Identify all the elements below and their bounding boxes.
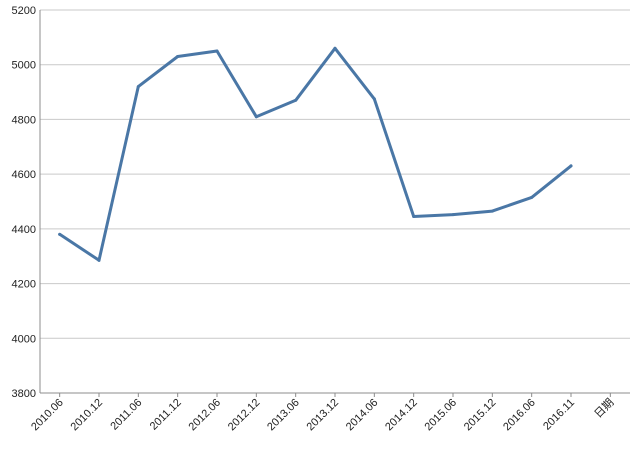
data-point <box>530 195 534 199</box>
data-point <box>215 49 219 53</box>
data-series <box>58 46 573 262</box>
x-tick-label: 2013.12 <box>305 397 342 434</box>
data-point <box>333 46 337 50</box>
data-point <box>97 258 101 262</box>
x-tick-label: 2014.12 <box>383 397 420 434</box>
y-tick-label: 5200 <box>12 5 36 17</box>
x-tick-label: 2013.06 <box>265 397 302 434</box>
series-line <box>58 46 573 262</box>
x-tick-label: 日期 <box>592 396 617 421</box>
data-point <box>490 209 494 213</box>
data-point <box>412 215 416 219</box>
x-tick-label: 2010.12 <box>69 397 106 434</box>
y-tick-label: 3800 <box>12 388 36 400</box>
gridlines <box>40 9 630 339</box>
x-tick-label: 2011.12 <box>148 397 184 433</box>
y-tick-label: 4000 <box>12 333 36 345</box>
x-tick-label: 2016.06 <box>501 397 538 434</box>
y-tick-labels: 3800 4000 4200 4400 4600 4800 5000 5200 <box>12 5 36 400</box>
axes <box>39 10 630 397</box>
x-tick-label: 2015.12 <box>462 397 499 434</box>
x-tick-label: 2012.06 <box>187 397 224 434</box>
data-point <box>372 97 376 101</box>
data-point <box>254 115 258 119</box>
y-tick-label: 4600 <box>12 169 36 181</box>
data-point <box>451 213 455 217</box>
x-tick-labels: 2010.06 2010.12 2011.06 2011.12 2012.06 2012.… <box>29 396 616 433</box>
y-tick-label: 4200 <box>12 279 36 291</box>
y-tick-label: 4800 <box>12 114 36 126</box>
x-tick-label: 2012.12 <box>226 397 263 434</box>
x-tick-label: 2015.06 <box>423 397 460 434</box>
x-tick-label: 2011.06 <box>108 397 144 433</box>
data-point <box>569 164 573 168</box>
y-tick-label: 5000 <box>12 60 36 72</box>
data-point <box>136 85 140 89</box>
x-tick-label: 2010.06 <box>29 397 66 434</box>
y-tick-label: 4400 <box>12 224 36 236</box>
data-point <box>58 232 62 236</box>
x-tick-label: 2014.06 <box>344 397 381 434</box>
data-point <box>294 98 298 102</box>
x-tick-label: 2016.11 <box>541 397 577 433</box>
data-point <box>176 55 180 59</box>
